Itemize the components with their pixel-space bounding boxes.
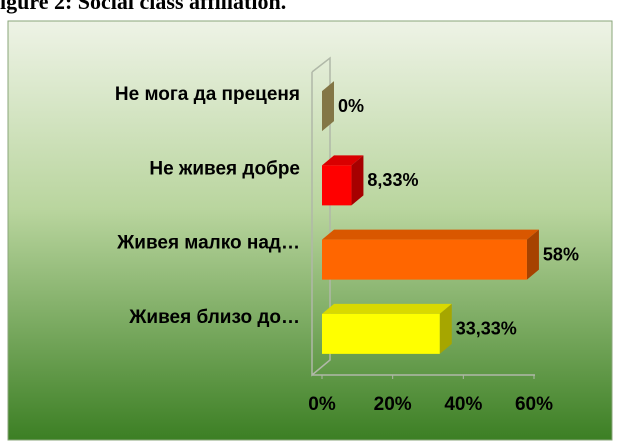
y-tick-label: Живея малко над… — [116, 233, 300, 254]
bar — [322, 165, 352, 206]
value-label: 58% — [543, 244, 579, 264]
y-tick-label: Не живея добре — [149, 158, 300, 179]
x-tick-label: 0% — [308, 394, 336, 415]
bar-side — [351, 155, 364, 206]
y-tick-label: Живея близо до… — [128, 307, 300, 328]
chart-title: igure 2: Social class affiliation. — [0, 0, 286, 14]
y-tick-label: Не мога да преценя — [115, 84, 300, 105]
x-tick-label: 40% — [444, 394, 482, 415]
bar-top — [322, 229, 539, 240]
value-label: 33,33% — [456, 319, 517, 339]
value-label: 8,33% — [367, 170, 418, 190]
value-label: 0% — [338, 96, 364, 116]
bar-top — [322, 155, 364, 166]
plot-walls — [311, 56, 535, 377]
x-tick-label: 20% — [374, 394, 412, 415]
bar — [322, 239, 527, 280]
bar — [322, 313, 440, 354]
bar-side — [526, 229, 539, 280]
bar-side — [439, 303, 452, 354]
x-tick-label: 60% — [515, 394, 553, 415]
bar-top — [322, 303, 452, 314]
bar-side — [322, 81, 334, 132]
